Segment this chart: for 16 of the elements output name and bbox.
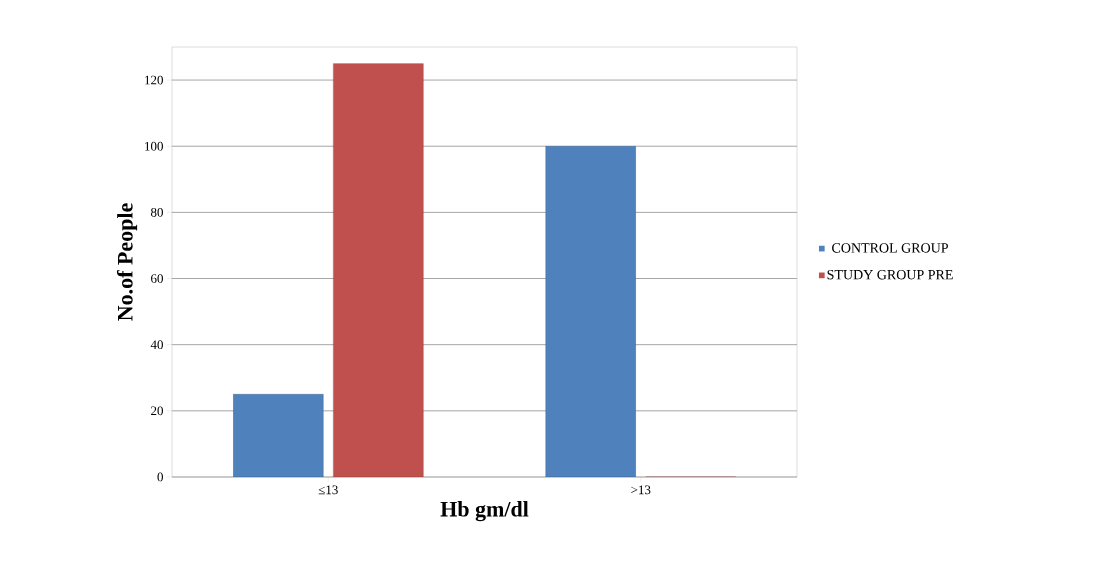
bar <box>233 394 324 477</box>
y-tick-label: 40 <box>150 340 163 350</box>
x-tick-label: ≤13 <box>318 485 338 495</box>
y-tick-label: 20 <box>151 406 163 416</box>
legend-label: STUDY GROUP PRE <box>827 269 953 280</box>
y-tick-label: 80 <box>150 207 163 217</box>
y-axis-title: No.of People <box>116 203 138 321</box>
y-tick-label: 60 <box>151 274 163 283</box>
y-tick-label: 120 <box>145 75 163 85</box>
x-axis-title: Hb gm/dl <box>440 501 529 522</box>
y-tick-label: 100 <box>145 141 163 151</box>
y-tick-label: 0 <box>157 472 163 482</box>
bar <box>333 63 424 477</box>
x-tick-label: >13 <box>631 485 651 495</box>
legend-label: CONTROL GROUP <box>832 243 948 253</box>
bar <box>545 146 636 477</box>
